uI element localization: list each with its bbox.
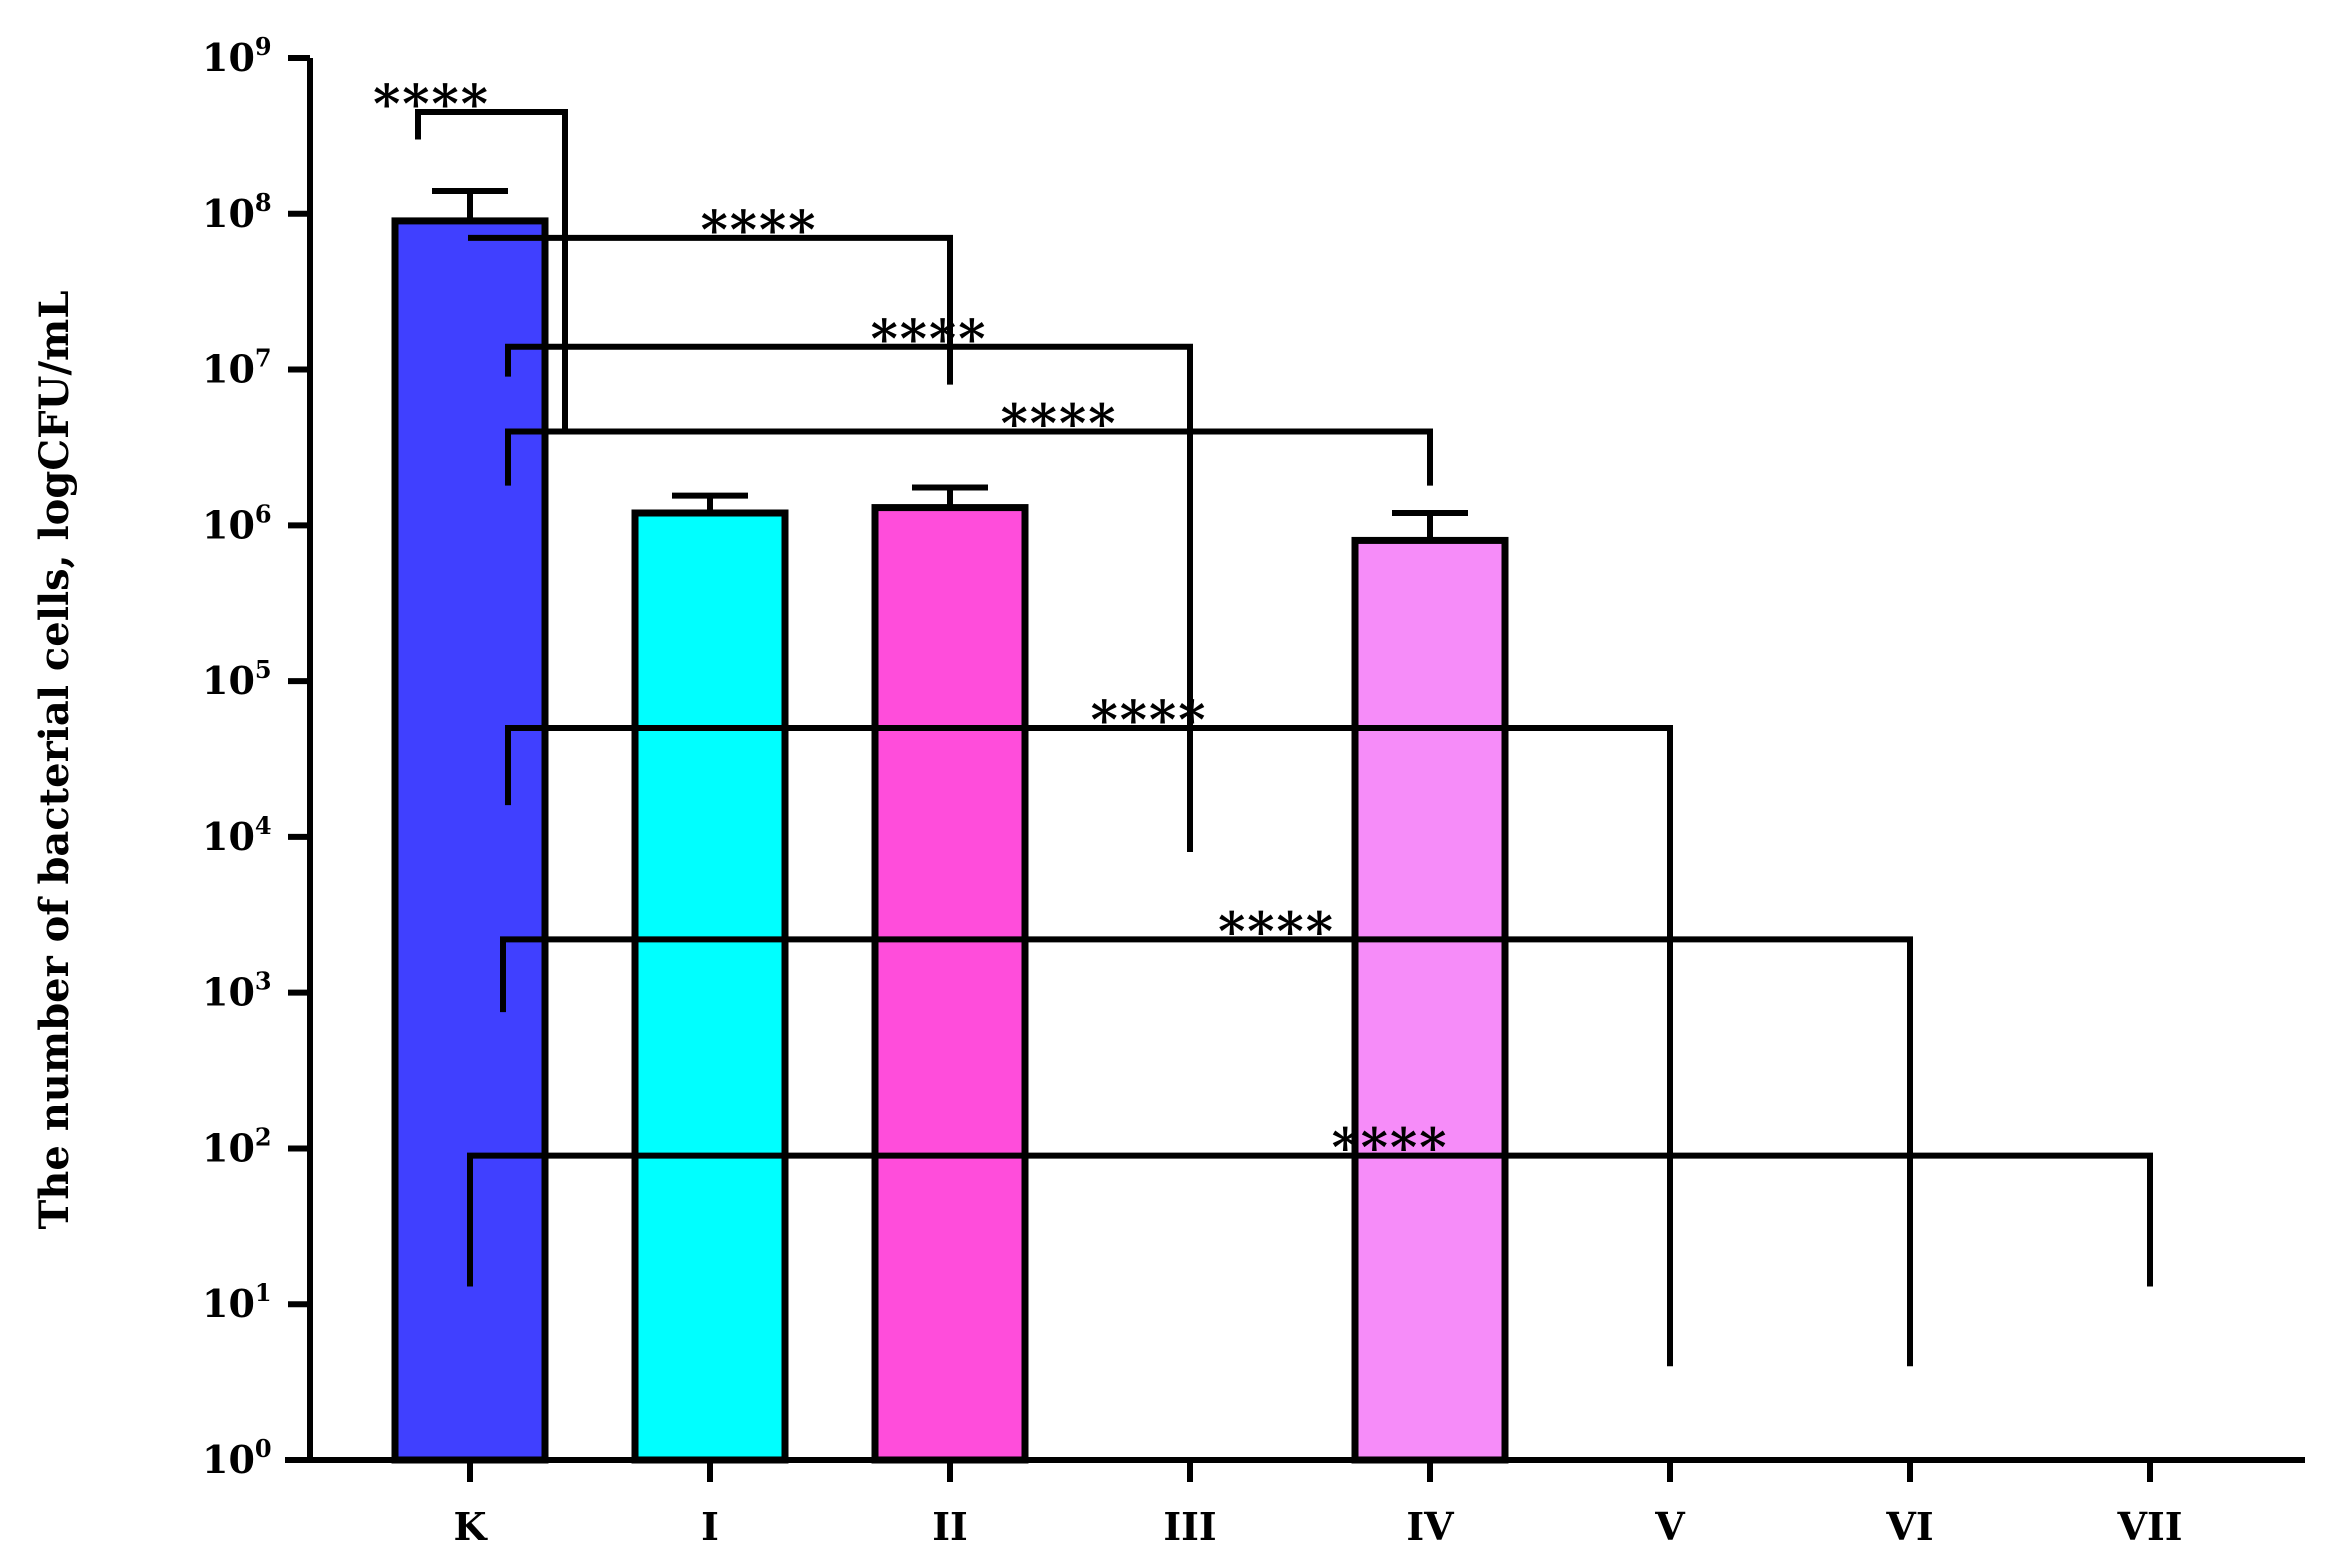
significance-label: **** (871, 309, 988, 370)
bracket-K-III (505, 343, 1193, 852)
x-tick-label: VII (2116, 1504, 2182, 1549)
x-tick-label: V (1654, 1504, 1686, 1549)
significance-label: **** (1218, 901, 1335, 962)
x-tick-label: I (701, 1504, 719, 1549)
y-axis-label: The number of bacterial cells, logCFU/mL (31, 290, 78, 1229)
y-tick-label: 109 (202, 32, 272, 80)
bracket-K-V (505, 725, 1673, 1367)
y-tick-label: 108 (202, 188, 272, 236)
bracket-K-VII (467, 1152, 2153, 1287)
significance-label: **** (1332, 1118, 1449, 1179)
bracket-K-I (415, 109, 568, 432)
significance-label: **** (1091, 690, 1208, 751)
x-tick-label: VI (1885, 1504, 1933, 1549)
y-tick-label: 103 (202, 967, 272, 1015)
bracket-K-IV (505, 428, 1433, 486)
y-tick-label: 100 (202, 1434, 272, 1482)
significance-label: **** (1001, 394, 1118, 455)
y-tick-label: 101 (202, 1278, 272, 1326)
y-tick-label: 106 (202, 499, 272, 547)
significance-label: **** (373, 74, 490, 135)
y-axis: 100 101 102 103 104 105 106 107 108 109 (202, 32, 313, 1482)
y-tick-label: 102 (202, 1122, 272, 1170)
x-tick-label: II (932, 1504, 968, 1549)
bracket-K-II (468, 234, 953, 385)
bar-IV (1351, 536, 1509, 1464)
y-tick-label: 105 (202, 655, 272, 703)
bar-II (871, 504, 1029, 1464)
x-tick-label: III (1163, 1504, 1216, 1549)
significance-brackets: **************************** (373, 74, 2153, 1367)
x-tick-label: K (453, 1504, 488, 1549)
y-tick-label: 104 (202, 811, 272, 859)
x-tick-label: IV (1406, 1504, 1455, 1549)
bar-I (631, 509, 789, 1464)
significance-label: **** (701, 200, 818, 261)
x-axis: K I II III IV V VI VII (285, 1457, 2305, 1549)
y-tick-label: 107 (202, 344, 272, 392)
